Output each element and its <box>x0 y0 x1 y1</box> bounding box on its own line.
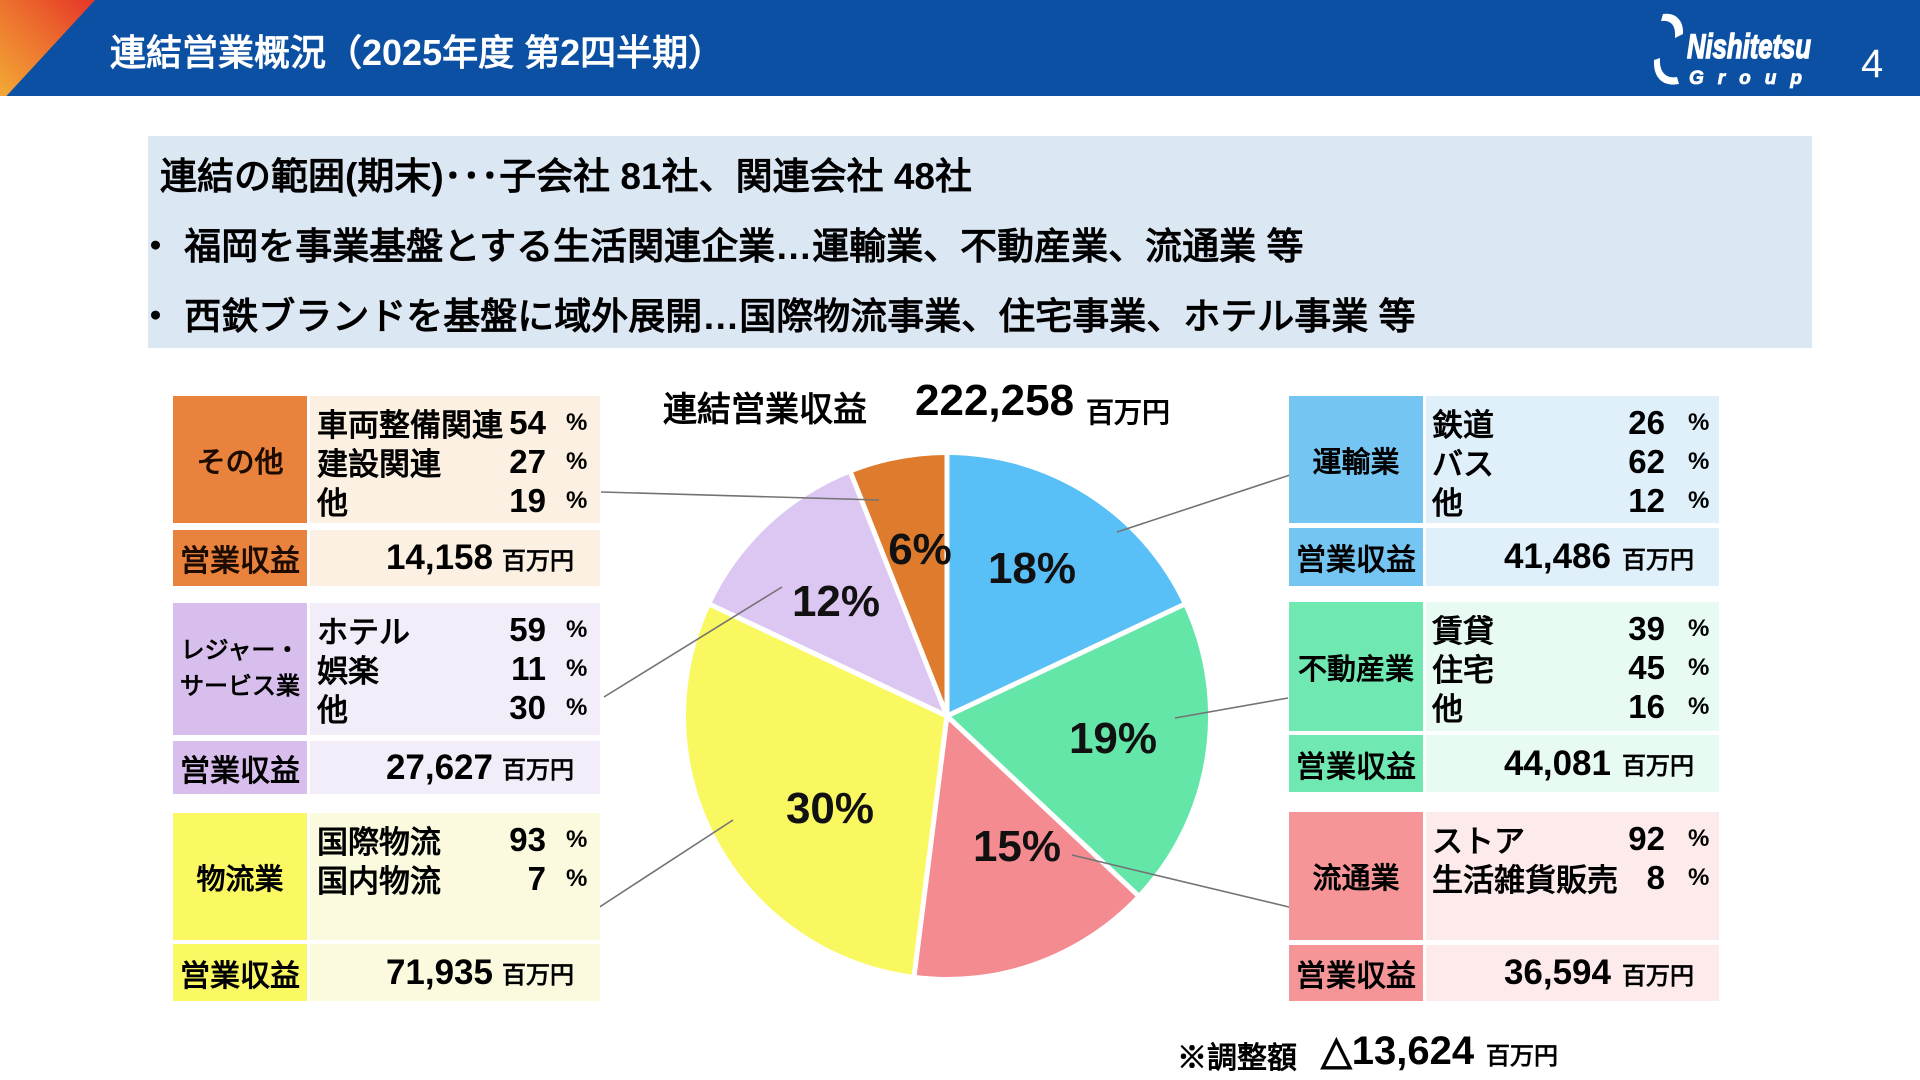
svg-text:18%: 18% <box>988 544 1076 593</box>
svg-text:30%: 30% <box>786 784 874 833</box>
svg-text:Nishitetsu: Nishitetsu <box>1687 28 1811 66</box>
svg-text:Group: Group <box>1689 68 1802 89</box>
svg-text:19%: 19% <box>1069 714 1157 763</box>
svg-text:15%: 15% <box>973 822 1061 871</box>
svg-text:6%: 6% <box>888 525 952 574</box>
svg-text:12%: 12% <box>792 577 880 626</box>
